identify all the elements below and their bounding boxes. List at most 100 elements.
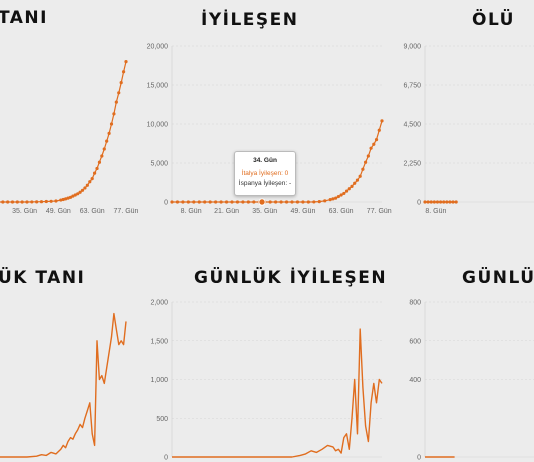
- data-point: [347, 187, 351, 191]
- data-point: [423, 200, 427, 204]
- panel-title-olu: ÖLÜ: [472, 10, 515, 30]
- data-point: [369, 146, 373, 150]
- data-point: [208, 200, 212, 204]
- series-line: [0, 312, 127, 458]
- data-point: [364, 160, 368, 164]
- data-point: [175, 200, 180, 204]
- y-tick-label: 4,500: [403, 122, 421, 129]
- data-point: [353, 181, 357, 185]
- data-point: [284, 200, 289, 204]
- x-tick-label: 21. Gün: [214, 208, 239, 215]
- panel-title-iyilesen: İYİLEŞEN: [201, 10, 299, 30]
- series-line: [0, 61, 127, 203]
- data-point: [339, 193, 343, 197]
- data-point: [312, 200, 316, 204]
- data-point: [366, 154, 370, 158]
- data-point: [95, 166, 99, 171]
- data-point: [107, 131, 111, 135]
- data-point: [350, 184, 354, 188]
- data-point: [39, 200, 44, 204]
- data-point: [76, 192, 80, 196]
- y-tick-label: 0: [417, 455, 421, 462]
- data-point: [224, 200, 229, 204]
- y-tick-label: 0: [164, 455, 168, 462]
- data-point: [78, 190, 82, 194]
- y-tick-label: 600: [409, 338, 421, 345]
- data-point: [435, 200, 440, 204]
- x-tick-label: 8. Gün: [181, 208, 202, 215]
- data-point: [331, 197, 335, 201]
- x-tick-label: 35. Gün: [12, 208, 37, 215]
- y-tick-label: 1,500: [150, 338, 168, 345]
- data-point: [73, 193, 77, 197]
- data-point: [438, 200, 443, 204]
- data-point: [61, 197, 65, 202]
- x-tick-label: 63. Gün: [329, 208, 354, 215]
- data-point: [445, 200, 449, 204]
- data-point: [44, 199, 48, 204]
- data-point: [451, 200, 455, 204]
- data-point: [93, 171, 97, 175]
- data-point: [323, 199, 327, 203]
- data-point: [105, 139, 109, 143]
- data-point: [114, 100, 118, 104]
- data-point: [230, 200, 234, 204]
- hover-point: [258, 198, 266, 206]
- data-point: [68, 195, 73, 199]
- data-point: [374, 138, 379, 142]
- data-point: [344, 189, 349, 193]
- data-point: [6, 200, 10, 204]
- data-point: [268, 200, 272, 204]
- y-tick-label: 6,750: [403, 83, 421, 90]
- data-point: [88, 180, 92, 184]
- data-point: [342, 191, 346, 196]
- data-point: [377, 128, 381, 132]
- hover-tooltip: 34. Gün İtalya İyileşen: 0 İspanya İyile…: [234, 151, 296, 196]
- data-point: [64, 197, 68, 201]
- chart-tani: 35. Gün 49. Gün 63. Gün 77. Gün: [0, 60, 139, 215]
- panel-title-gunluk-iyilesen: GÜNLÜK İYİLEŞEN: [194, 268, 388, 288]
- tooltip-spain-value: İspanya İyileşen: -: [238, 180, 292, 187]
- y-tick-label: 0: [164, 200, 168, 207]
- data-point: [25, 200, 29, 204]
- data-point: [30, 200, 34, 204]
- data-point: [66, 196, 70, 200]
- data-point: [170, 200, 174, 204]
- data-point: [181, 200, 185, 204]
- data-point: [197, 200, 201, 204]
- panel-title-gunluk: GÜNLÜK: [462, 268, 534, 288]
- x-tick-label: 77. Gün: [114, 208, 139, 215]
- data-point: [49, 199, 53, 203]
- data-point: [117, 91, 121, 95]
- data-point: [336, 194, 340, 199]
- x-tick-label: 8. Gün: [425, 208, 446, 215]
- y-tick-label: 400: [409, 377, 421, 384]
- data-point: [10, 200, 15, 204]
- chart-gunluk-tani: [0, 312, 127, 458]
- panel-title-tani: TANI: [0, 8, 48, 28]
- data-point: [454, 200, 458, 204]
- data-point: [80, 188, 85, 192]
- y-tick-label: 2,000: [150, 300, 168, 307]
- tooltip-italy-value: İtalya İyileşen: 0: [241, 170, 289, 177]
- data-point: [71, 194, 75, 198]
- data-point: [90, 177, 94, 181]
- y-tick-label: 500: [156, 416, 168, 423]
- data-point: [328, 198, 332, 202]
- y-tick-label: 5,000: [150, 161, 168, 168]
- data-point: [358, 174, 362, 178]
- data-point: [448, 200, 452, 204]
- data-point: [241, 200, 245, 204]
- data-point: [295, 200, 300, 204]
- data-point: [279, 200, 283, 204]
- data-point: [290, 200, 294, 204]
- data-point: [301, 200, 305, 204]
- data-point: [192, 200, 196, 204]
- x-tick-label: 77. Gün: [367, 208, 392, 215]
- data-point: [361, 167, 365, 171]
- chart-gunluk-olu: 0 400 600 800: [409, 300, 534, 462]
- data-point: [252, 200, 256, 204]
- data-point: [97, 160, 102, 164]
